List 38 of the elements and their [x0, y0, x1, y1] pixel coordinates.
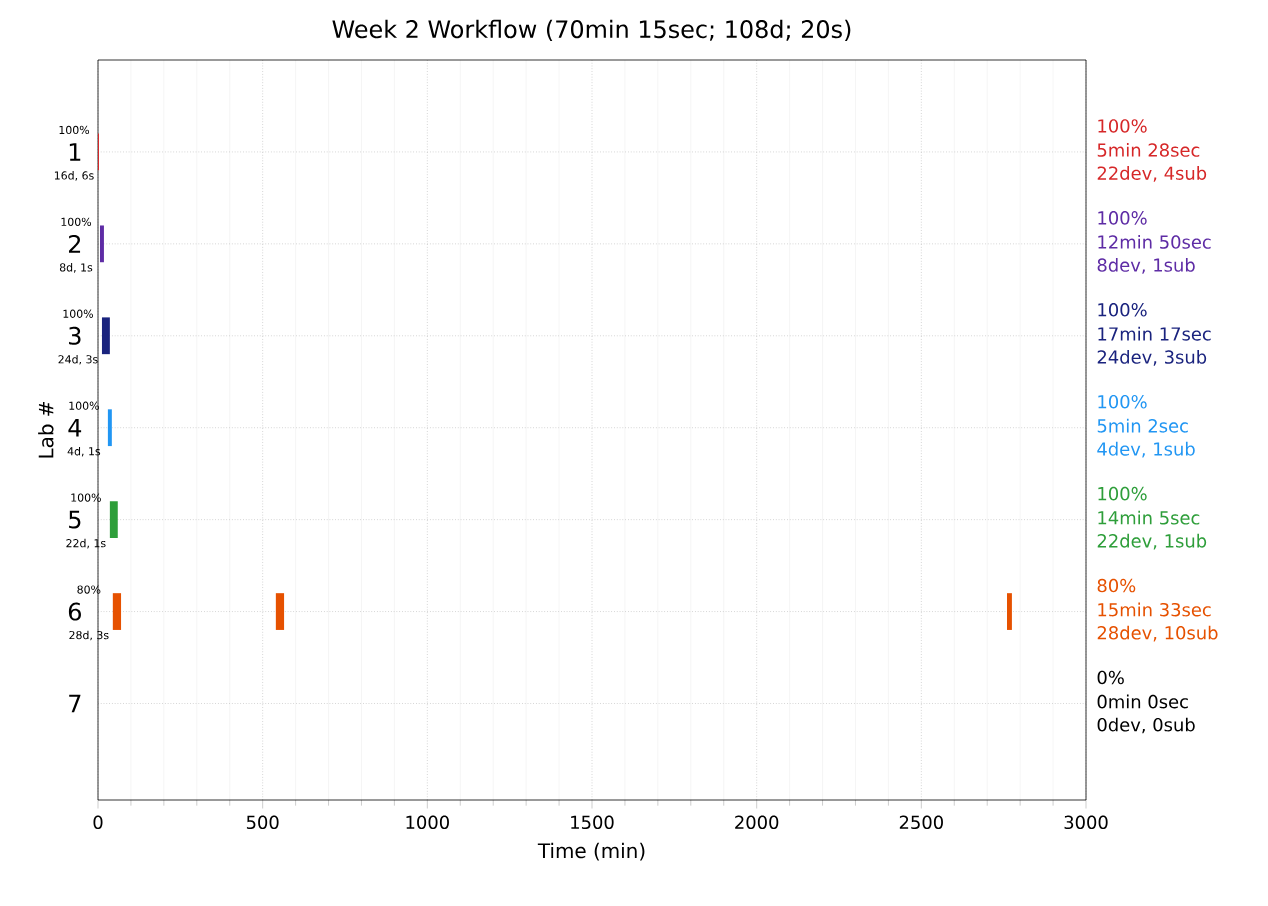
- y-tick-label: 7: [69, 694, 81, 713]
- y-tick-label: 2: [68, 234, 81, 253]
- text: 80%: [1097, 578, 1136, 593]
- text: 4dev, 1sub: [1097, 441, 1195, 458]
- text: 28dev, 10sub: [1097, 625, 1218, 642]
- text: 0%: [1097, 670, 1124, 685]
- x-tick-label: 2500: [899, 815, 943, 830]
- x-tick-label: 1000: [406, 815, 449, 830]
- x-tick-label: 500: [246, 815, 279, 830]
- text: 5min 2sec: [1097, 418, 1188, 433]
- y-tick-label: 6: [68, 602, 81, 621]
- text: 14min 5sec: [1098, 510, 1200, 525]
- text: 100%: [1098, 486, 1147, 501]
- text: 0dev, 0sub: [1097, 717, 1195, 734]
- y-axis-title: Lab #: [38, 402, 54, 458]
- text: 100%: [1098, 302, 1147, 317]
- x-tick-label: 3000: [1064, 815, 1108, 830]
- text: 100%: [1098, 394, 1147, 409]
- text: 17min 17sec: [1098, 326, 1211, 341]
- text: 15min 33sec: [1098, 602, 1211, 617]
- text: 100%: [1098, 119, 1147, 133]
- text: 12min 50sec: [1098, 234, 1211, 249]
- x-axis-title: Time (min): [537, 842, 645, 861]
- text: 24dev, 3sub: [1097, 349, 1207, 366]
- x-tick-label: 0: [93, 815, 103, 830]
- text: 5min 28sec: [1097, 142, 1200, 157]
- text: 0min 0sec: [1097, 694, 1188, 709]
- x-tick-label: 2000: [735, 815, 779, 830]
- y-tick-label: 1: [69, 143, 81, 161]
- text: 100%: [1098, 211, 1147, 225]
- x-tick-label: 1500: [571, 815, 614, 830]
- y-tick-label: 5: [69, 510, 81, 529]
- text: 8dev, 1sub: [1097, 258, 1195, 274]
- text: 22dev, 1sub: [1097, 533, 1207, 550]
- chart-title: Week 2 Workflow (70min 15sec; 108d; 20s): [332, 19, 851, 42]
- y-tick-label: 4: [68, 418, 82, 437]
- y-tick-label: 3: [69, 326, 81, 345]
- text: 22dev, 4sub: [1097, 166, 1207, 182]
